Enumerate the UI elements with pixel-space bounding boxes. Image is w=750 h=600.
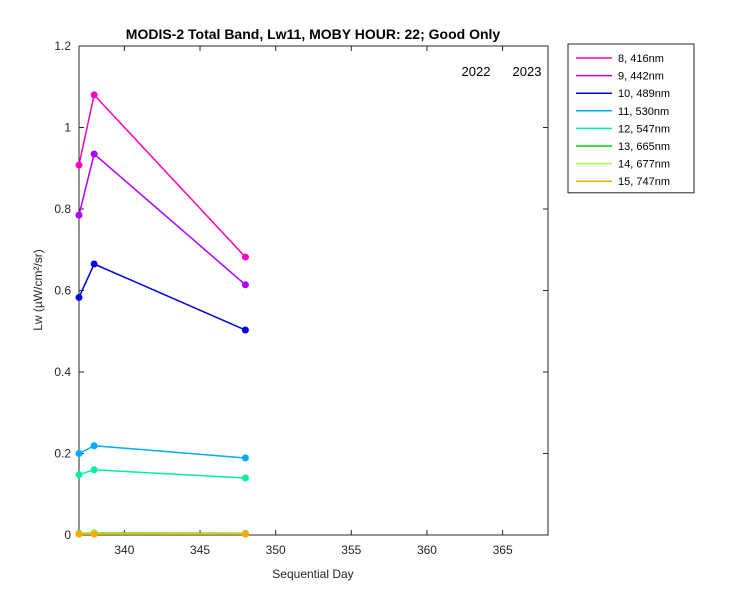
data-point bbox=[241, 326, 249, 334]
data-point bbox=[90, 466, 98, 474]
x-tick-label: 355 bbox=[341, 543, 361, 557]
legend-entry: 9, 442nm bbox=[618, 71, 664, 83]
x-tick-label: 365 bbox=[493, 543, 513, 557]
legend-entry: 10, 489nm bbox=[618, 88, 670, 100]
data-point bbox=[90, 530, 98, 538]
data-point bbox=[75, 530, 83, 538]
data-point bbox=[241, 530, 249, 538]
x-tick-label: 340 bbox=[114, 543, 134, 557]
legend-entry: 12, 547nm bbox=[618, 123, 670, 135]
y-axis: 0 0.2 0.4 0.6 0.8 1 1.2 bbox=[54, 39, 548, 542]
year-annotations: 2022 2023 bbox=[462, 64, 542, 79]
data-point bbox=[75, 471, 83, 479]
legend-box bbox=[567, 43, 695, 194]
chart-title: MODIS-2 Total Band, Lw11, MOBY HOUR: 22;… bbox=[126, 26, 501, 42]
data-point bbox=[241, 253, 249, 261]
data-point bbox=[75, 211, 83, 219]
data-point bbox=[75, 450, 83, 457]
x-axis-label: Sequential Day bbox=[272, 567, 353, 581]
x-tick-label: 360 bbox=[417, 543, 437, 557]
data-point bbox=[90, 442, 98, 450]
x-tick-label: 345 bbox=[190, 543, 210, 557]
series-group bbox=[75, 91, 249, 538]
data-point bbox=[90, 260, 98, 268]
y-tick-label: 0.2 bbox=[54, 447, 71, 461]
legend-entry: 15, 747nm bbox=[618, 176, 670, 188]
y-tick-label: 0.6 bbox=[54, 284, 71, 298]
data-point bbox=[241, 281, 249, 289]
data-point bbox=[75, 293, 83, 301]
x-axis: 340 345 350 355 360 365 bbox=[114, 46, 513, 557]
y-axis-label: Lw (µW/cm²/sr) bbox=[31, 249, 45, 331]
legend-entry: 14, 677nm bbox=[618, 159, 670, 171]
x-tick-label: 350 bbox=[266, 543, 286, 557]
data-point bbox=[90, 150, 98, 158]
data-point bbox=[90, 91, 98, 99]
y-tick-label: 1.2 bbox=[54, 39, 71, 53]
y-tick-label: 0.8 bbox=[54, 202, 71, 216]
legend: 8, 416nm 9, 442nm 10, 489nm 11, 530nm 12, 54… bbox=[567, 43, 695, 194]
y-tick-label: 0.4 bbox=[54, 365, 71, 379]
legend-entry: 11, 530nm bbox=[618, 106, 669, 118]
plot-area bbox=[78, 45, 549, 536]
y-tick-label: 0 bbox=[64, 528, 71, 542]
legend-entry: 13, 665nm bbox=[618, 141, 670, 153]
data-point bbox=[75, 161, 83, 169]
legend-entry: 8, 416nm bbox=[618, 53, 664, 65]
year-annotation: 2023 bbox=[513, 64, 542, 79]
data-point bbox=[241, 474, 249, 482]
y-tick-label: 1 bbox=[64, 121, 71, 135]
data-point bbox=[241, 454, 249, 462]
year-annotation: 2022 bbox=[462, 64, 491, 79]
